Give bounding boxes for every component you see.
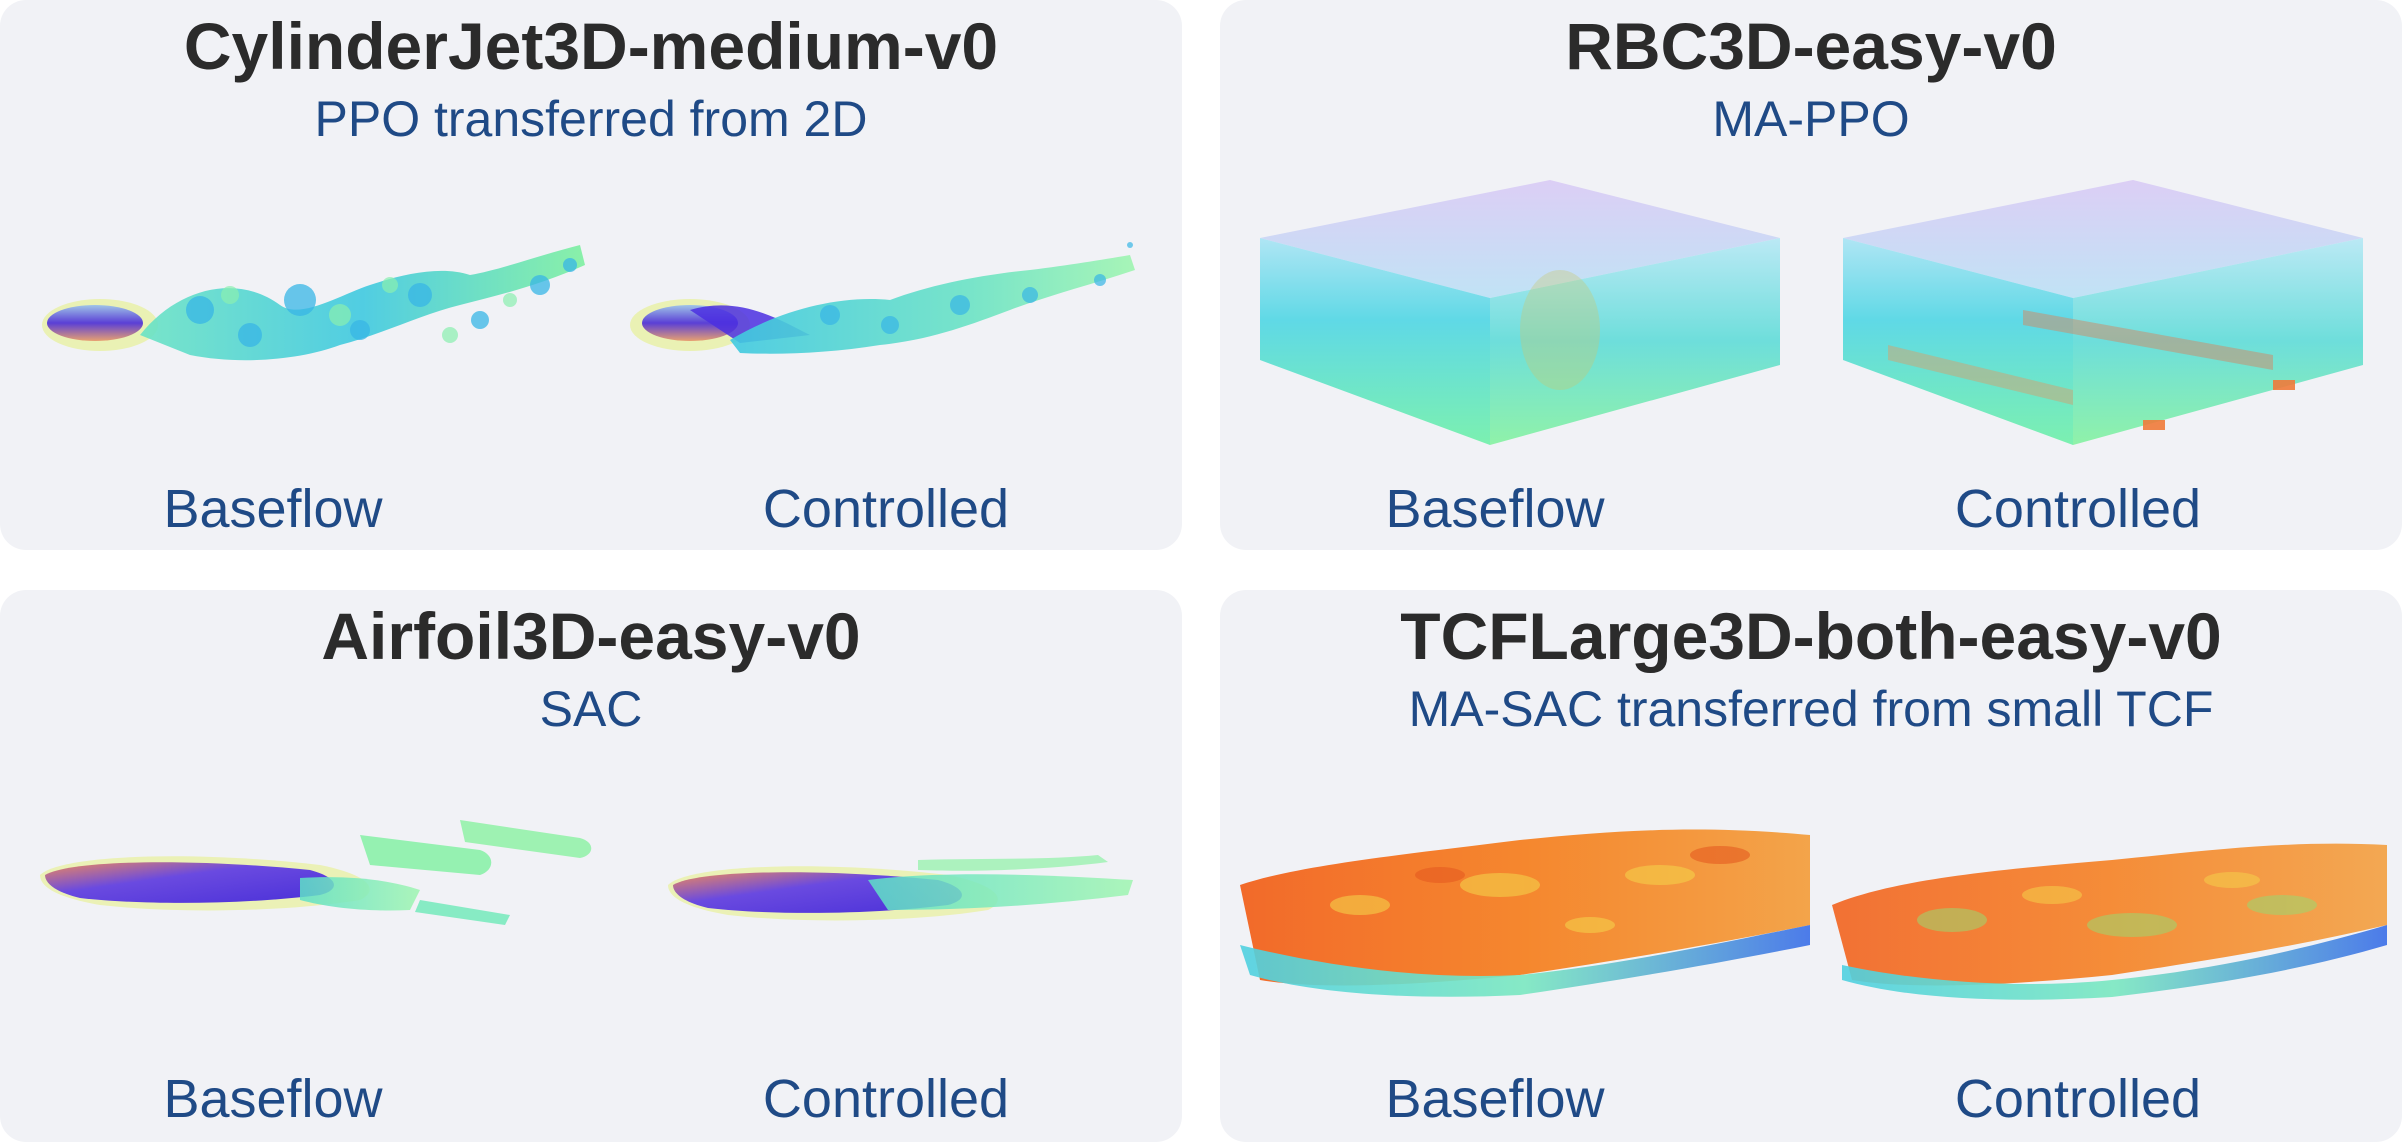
cylinderjet-controlled-visualization	[630, 242, 1135, 354]
panel-title: Airfoil3D-easy-v0	[321, 599, 861, 673]
panel-rbc3d: RBC3D-easy-v0 MA-PPO Baseflow Controlled	[1220, 0, 2402, 550]
panel-subtitle: MA-PPO	[1712, 91, 1910, 147]
panel-subtitle: SAC	[539, 681, 643, 737]
panel-title: TCFLarge3D-both-easy-v0	[1400, 599, 2222, 673]
panel-subtitle: MA-SAC transferred from small TCF	[1408, 681, 2214, 737]
panel-cylinderjet: CylinderJet3D-medium-v0 PPO transferred …	[0, 0, 1182, 550]
panel-airfoil3d: Airfoil3D-easy-v0 SAC Baseflow Controlle…	[0, 590, 1182, 1142]
panel-title: RBC3D-easy-v0	[1565, 9, 2057, 83]
baseflow-label: Baseflow	[1385, 479, 1605, 539]
panel-subtitle: PPO transferred from 2D	[314, 91, 868, 147]
rbc-baseflow-visualization	[1260, 180, 1780, 445]
baseflow-label: Baseflow	[1385, 1069, 1605, 1129]
airfoil-baseflow-visualization	[40, 820, 592, 925]
controlled-label: Controlled	[1954, 479, 2202, 539]
baseflow-label: Baseflow	[163, 479, 383, 539]
panel-title: CylinderJet3D-medium-v0	[183, 9, 999, 83]
baseflow-label: Baseflow	[163, 1069, 383, 1129]
cylinderjet-baseflow-visualization	[42, 245, 585, 361]
controlled-label: Controlled	[762, 1069, 1010, 1129]
rbc-controlled-visualization	[1843, 180, 2363, 445]
controlled-label: Controlled	[1954, 1069, 2202, 1129]
airfoil-controlled-visualization	[668, 855, 1133, 921]
tcf-controlled-visualization	[1832, 843, 2387, 1000]
controlled-label: Controlled	[762, 479, 1010, 539]
panel-tcflarge3d: TCFLarge3D-both-easy-v0 MA-SAC transferr…	[1220, 590, 2402, 1142]
tcf-baseflow-visualization	[1240, 829, 1810, 997]
